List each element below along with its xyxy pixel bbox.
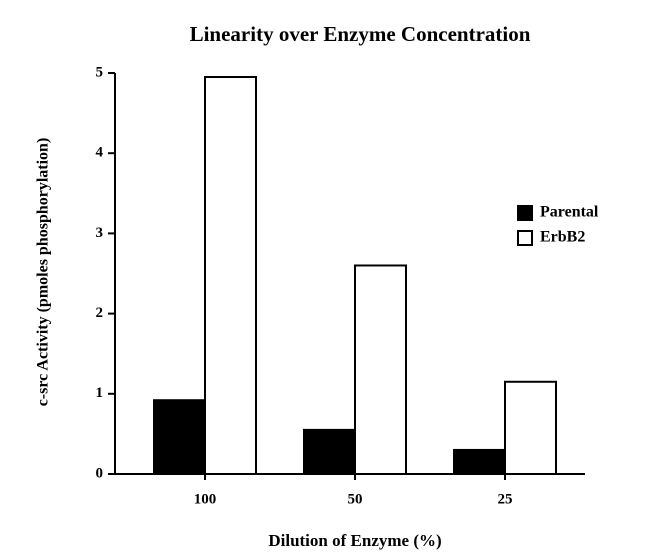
bar <box>204 76 257 475</box>
legend-label: Parental <box>540 204 599 221</box>
bar <box>453 448 506 476</box>
legend-swatch <box>517 205 533 221</box>
y-axis-label: c-src Activity (pmoles phosphorylation) <box>35 138 52 407</box>
bar <box>153 399 206 475</box>
x-tick-label: 100 <box>194 491 217 507</box>
bar <box>354 264 407 476</box>
y-tick-label: 4 <box>96 145 104 161</box>
bar <box>504 380 557 475</box>
y-tick-label: 5 <box>96 64 104 80</box>
y-tick-label: 0 <box>96 465 104 481</box>
x-axis-label: Dilution of Enzyme (%) <box>268 531 441 550</box>
chart-title: Linearity over Enzyme Concentration <box>190 22 531 46</box>
bar <box>303 428 356 476</box>
legend-label: ErbB2 <box>540 229 585 246</box>
x-tick-label: 50 <box>348 491 363 507</box>
x-tick-label: 25 <box>498 491 513 507</box>
legend-swatch <box>517 230 533 246</box>
y-tick-label: 1 <box>96 385 104 401</box>
y-tick-label: 3 <box>96 225 104 241</box>
y-tick-label: 2 <box>96 305 104 321</box>
